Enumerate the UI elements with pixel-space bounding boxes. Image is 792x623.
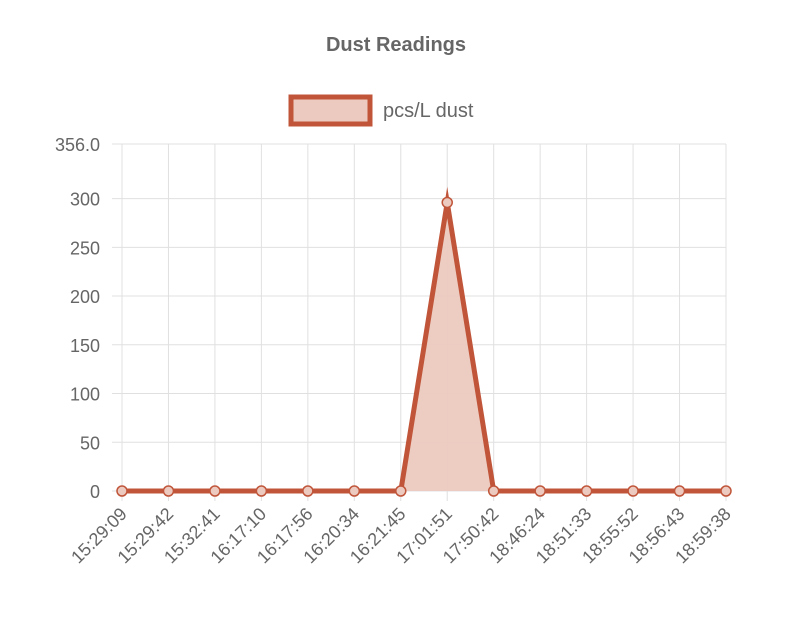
data-point [255,485,268,497]
y-tick-label: 150 [70,336,100,356]
legend-swatch[interactable] [288,94,373,127]
series-layer [116,186,732,497]
data-point [487,485,500,497]
data-point [209,485,221,497]
legend-label[interactable]: pcs/L dust [383,100,474,122]
y-tick-label: 100 [70,385,100,405]
y-tick-label: 200 [70,287,100,307]
data-point [627,485,639,497]
y-axis: 0 50 100 150 200 250 300 356.0 [55,135,100,502]
legend[interactable]: pcs/L dust [288,94,474,127]
data-point [441,196,453,209]
y-tick-label: 356.0 [55,135,100,155]
data-point [395,485,407,497]
y-tick-label: 50 [80,433,100,453]
data-point [302,485,314,497]
chart-title: Dust Readings [326,34,466,56]
x-axis: 15:29:0915:29:4215:32:4116:17:1016:17:56… [67,504,735,568]
series-line [122,186,726,494]
data-point [534,485,546,497]
data-point [720,485,732,497]
data-point [673,485,686,497]
data-point [580,485,593,497]
y-tick-label: 300 [70,190,100,210]
grid-lines [112,143,727,501]
data-point [116,485,128,497]
y-tick-label: 250 [70,238,100,258]
data-point [348,485,361,497]
y-tick-label: 0 [90,482,100,502]
data-point [162,485,175,497]
